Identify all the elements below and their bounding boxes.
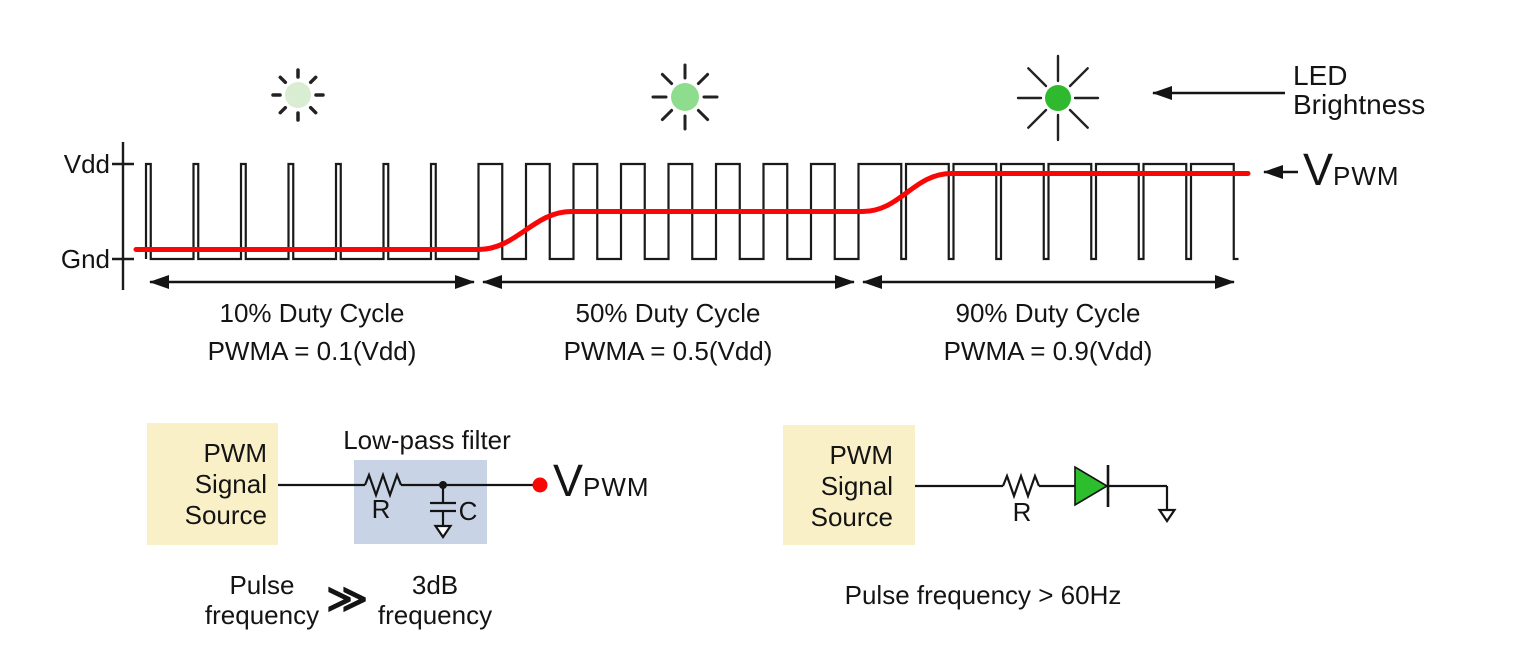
resistor-label: R bbox=[371, 494, 391, 524]
capacitor-label: C bbox=[458, 496, 478, 526]
pulse-frequency-line: frequency bbox=[204, 600, 320, 630]
duty-formula-50: PWMA = 0.5(Vdd) bbox=[563, 336, 773, 366]
led-medium-icon bbox=[651, 63, 719, 131]
pwm-source-text: PWM Signal Source bbox=[147, 438, 267, 531]
vpwm-output-main: V bbox=[553, 455, 584, 506]
led-bright-icon bbox=[1016, 54, 1100, 142]
led-circuit-wires bbox=[915, 472, 1177, 523]
duty-label-90: 90% Duty Cycle bbox=[955, 298, 1141, 328]
pulse-frequency-label: Pulse frequency bbox=[162, 570, 362, 630]
vpwm-node-dot bbox=[532, 477, 548, 493]
pwm-waveform bbox=[144, 162, 1239, 261]
gnd-label: Gnd bbox=[60, 244, 110, 274]
duty-label-10: 10% Duty Cycle bbox=[219, 298, 405, 328]
source-line: PWM bbox=[203, 438, 267, 468]
low-pass-filter-box bbox=[354, 460, 487, 544]
much-greater-operator: ≫ bbox=[326, 577, 368, 621]
resistor-icon bbox=[363, 471, 403, 499]
resistor-label-2: R bbox=[1012, 497, 1032, 527]
ground-icon bbox=[1157, 508, 1177, 523]
source-line: Source bbox=[810, 502, 893, 532]
low-pass-filter-label: Low-pass filter bbox=[343, 425, 511, 455]
resistor-icon bbox=[1001, 472, 1041, 500]
cutoff-frequency-label: 3dB frequency bbox=[335, 570, 535, 630]
pulse-frequency-line: Pulse bbox=[229, 570, 295, 600]
vpwm-output-label: V PWM bbox=[553, 458, 650, 503]
junction-dot bbox=[439, 481, 447, 489]
pwm-source-box-2 bbox=[783, 425, 915, 545]
led-brightness-label-2: Brightness bbox=[1293, 89, 1426, 120]
vpwm-label-main: V bbox=[1303, 144, 1334, 195]
cutoff-frequency-line: 3dB bbox=[411, 570, 459, 600]
led-dim-icon bbox=[271, 68, 325, 122]
vdd-label: Vdd bbox=[63, 149, 110, 179]
source-line: Signal bbox=[194, 469, 267, 499]
duty-formula-10: PWMA = 0.1(Vdd) bbox=[207, 336, 417, 366]
source-line: Source bbox=[184, 500, 267, 530]
led-condition-label: Pulse frequency > 60Hz bbox=[844, 580, 1122, 610]
source-line: PWM bbox=[829, 440, 893, 470]
capacitor-icon bbox=[430, 485, 456, 526]
pwm-source-box bbox=[147, 423, 278, 545]
vpwm-label: V PWM bbox=[1303, 147, 1400, 192]
vpwm-average-line bbox=[133, 171, 1251, 252]
ground-icon bbox=[433, 524, 453, 539]
led-brightness-label-1: LED bbox=[1293, 60, 1348, 91]
led-diode-icon bbox=[1074, 465, 1109, 507]
cutoff-frequency-line: frequency bbox=[377, 600, 493, 630]
pwm-source-text-2: PWM Signal Source bbox=[783, 440, 893, 533]
voltage-axis bbox=[112, 142, 134, 290]
vpwm-output-sub: PWM bbox=[583, 472, 650, 502]
filter-circuit-wires bbox=[278, 471, 533, 539]
vpwm-label-sub: PWM bbox=[1333, 161, 1400, 191]
duty-label-50: 50% Duty Cycle bbox=[575, 298, 761, 328]
source-line: Signal bbox=[820, 471, 893, 501]
duty-formula-90: PWMA = 0.9(Vdd) bbox=[943, 336, 1153, 366]
